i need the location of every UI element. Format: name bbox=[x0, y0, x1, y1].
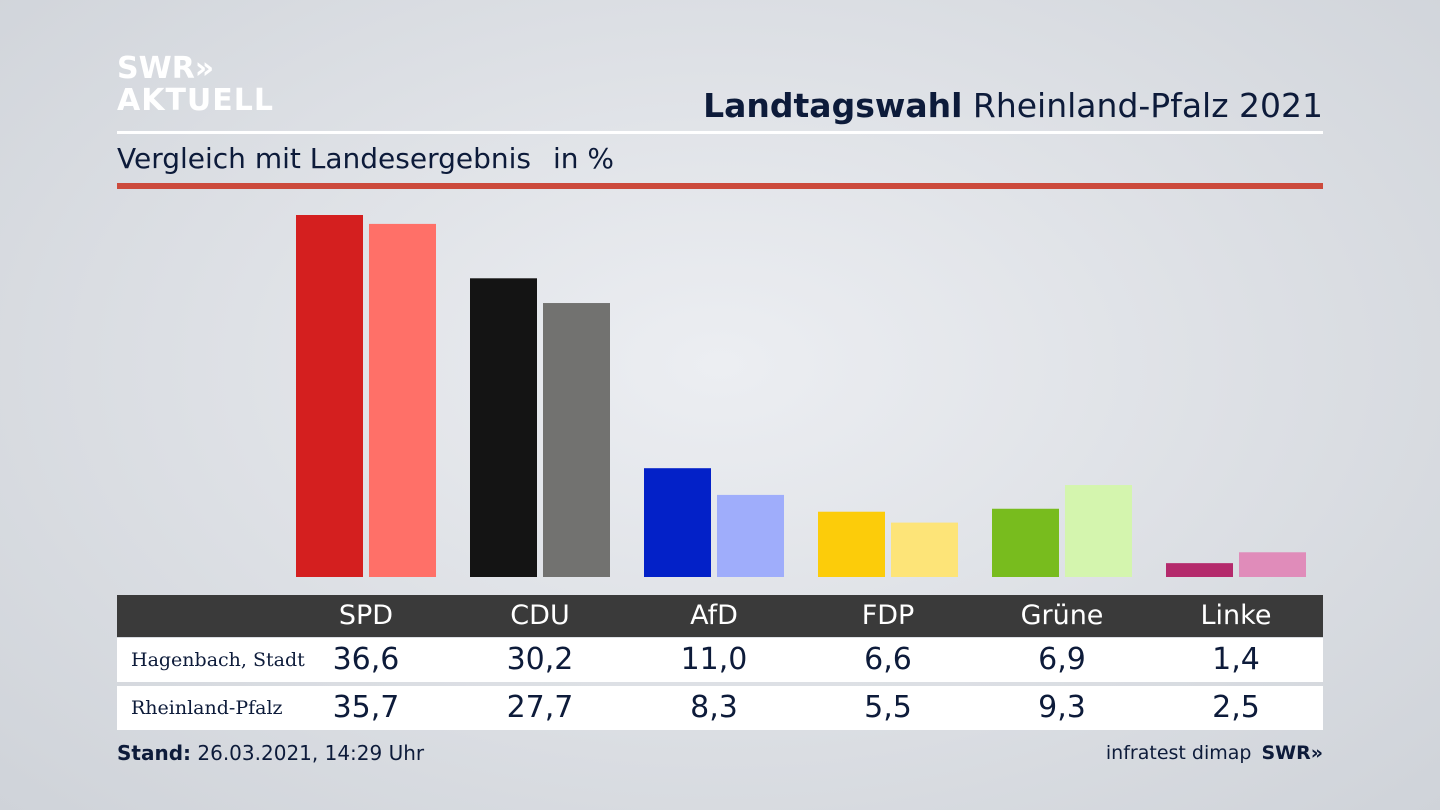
table-cell-value: 35,7 bbox=[332, 690, 400, 725]
row-label-state: Rheinland-Pfalz bbox=[131, 697, 283, 719]
bar-local-grüne bbox=[992, 508, 1059, 577]
unit-label: in % bbox=[552, 142, 615, 175]
row-label-local: Hagenbach, Stadt bbox=[131, 649, 305, 671]
chart-title-rest: Rheinland-Pfalz 2021 bbox=[972, 86, 1323, 125]
table-row: Hagenbach, Stadt 36,6 30,2 11,0 6,6 6,9 1,4 bbox=[117, 638, 1323, 682]
bar-local-afd bbox=[644, 468, 711, 577]
bar-state-linke bbox=[1239, 552, 1306, 577]
bar-state-afd bbox=[717, 494, 784, 577]
subtitle-divider bbox=[117, 183, 1323, 189]
column-header: Grüne bbox=[1020, 600, 1104, 631]
column-header: AfD bbox=[690, 600, 738, 631]
table-cell-value: 6,9 bbox=[1038, 642, 1086, 677]
swr-small-logo: SWR» bbox=[1261, 742, 1323, 764]
column-header: FDP bbox=[861, 600, 915, 631]
table-row: Rheinland-Pfalz 35,7 27,7 8,3 5,5 9,3 2,5 bbox=[117, 686, 1323, 730]
logo-line-2: AKTUELL bbox=[117, 83, 275, 118]
bar-state-grüne bbox=[1065, 485, 1132, 577]
footer-source: infratest dimap SWR» bbox=[1106, 742, 1323, 764]
table-cell-value: 9,3 bbox=[1038, 690, 1086, 725]
source-text: infratest dimap bbox=[1105, 742, 1252, 764]
column-header: SPD bbox=[338, 600, 394, 631]
table-cell-value: 30,2 bbox=[506, 642, 574, 677]
table-cell-value: 1,4 bbox=[1212, 642, 1260, 677]
table-cell-value: 36,6 bbox=[332, 642, 400, 677]
logo-line-1: SWR» bbox=[117, 51, 215, 86]
stand-value: 26.03.2021, 14:29 Uhr bbox=[197, 741, 425, 765]
column-header: Linke bbox=[1200, 600, 1272, 631]
chart-title-bold: Landtagswahl bbox=[703, 86, 963, 125]
chart-subtitle-block: Vergleich mit Landesergebnis in % bbox=[117, 142, 614, 175]
bar-state-spd bbox=[369, 223, 436, 577]
table-header-row: SPD CDU AfD FDP Grüne Linke bbox=[117, 595, 1323, 637]
bar-state-fdp bbox=[891, 522, 958, 577]
bar-local-linke bbox=[1166, 563, 1233, 577]
chart-subtitle: Vergleich mit Landesergebnis bbox=[117, 142, 531, 175]
bar-local-cdu bbox=[470, 278, 537, 577]
stand-label: Stand: bbox=[117, 741, 192, 765]
bar-local-spd bbox=[296, 215, 363, 577]
table-cell-value: 6,6 bbox=[864, 642, 912, 677]
footer-timestamp: Stand: 26.03.2021, 14:29 Uhr bbox=[117, 741, 424, 765]
swr-aktuell-logo: SWR» AKTUELL bbox=[117, 54, 274, 116]
table-cell-value: 5,5 bbox=[864, 690, 912, 725]
bar-state-cdu bbox=[543, 303, 610, 577]
table-cell-value: 11,0 bbox=[680, 642, 748, 677]
chart-title: Landtagswahl Rheinland-Pfalz 2021 bbox=[703, 86, 1323, 125]
table-cell-value: 8,3 bbox=[690, 690, 738, 725]
column-header: CDU bbox=[510, 600, 570, 631]
bar-local-fdp bbox=[818, 511, 885, 577]
table-cell-value: 27,7 bbox=[506, 690, 574, 725]
table-cell-value: 2,5 bbox=[1212, 690, 1260, 725]
title-divider bbox=[117, 131, 1323, 134]
